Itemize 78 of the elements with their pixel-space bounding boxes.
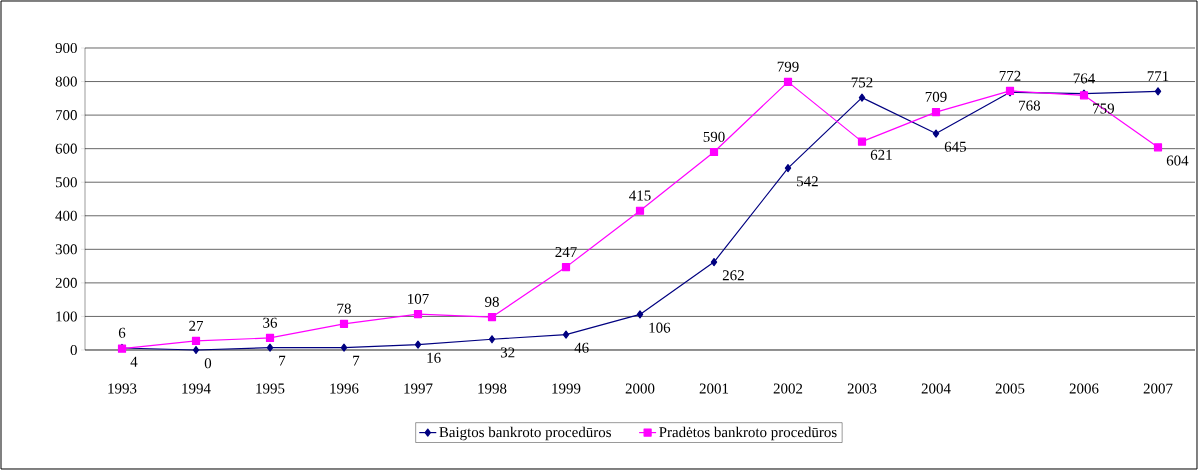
x-tick-label: 2004 (921, 383, 951, 394)
point (414, 340, 422, 349)
point (339, 319, 349, 328)
y-tick-label: 600 (55, 143, 77, 154)
data-label: 645 (944, 141, 967, 152)
data-label: 16 (427, 352, 441, 363)
point (858, 93, 866, 102)
point (191, 336, 201, 346)
x-tick-label: 2005 (995, 383, 1025, 394)
data-label: 46 (574, 342, 589, 353)
data-label: 98 (485, 296, 499, 307)
y-tick-label: 0 (70, 344, 77, 356)
x-tick-label: 2001 (699, 383, 729, 394)
legend-label: Baigtos bankroto procedūros (439, 426, 611, 441)
x-tick-label: 1993 (108, 383, 137, 394)
point (266, 343, 274, 352)
x-tick-label: 1996 (330, 383, 359, 394)
point (1153, 143, 1163, 152)
legend-label: Pradėtos bankroto procedūros (659, 426, 837, 441)
x-tick-label: 2000 (625, 383, 655, 394)
point (487, 313, 497, 322)
x-tick-label: 2002 (773, 383, 803, 394)
y-tick-label: 400 (55, 210, 77, 221)
data-label: 6 (118, 327, 126, 338)
data-label: 247 (555, 247, 577, 257)
point (709, 147, 719, 157)
data-label: 799 (777, 61, 799, 72)
data-label: 36 (263, 317, 278, 328)
y-tick-label: 500 (55, 177, 77, 188)
x-tick-label: 1994 (182, 383, 211, 394)
data-label: 709 (925, 91, 947, 102)
point (931, 107, 941, 117)
data-label: 27 (189, 320, 204, 331)
x-tick-label: 2003 (847, 383, 877, 394)
x-tick-label: 1999 (552, 383, 581, 394)
data-label: 7 (353, 355, 360, 366)
data-label: 621 (870, 149, 892, 160)
data-label: 590 (703, 131, 725, 142)
y-tick-label: 800 (55, 76, 77, 87)
point (340, 343, 348, 352)
point (784, 164, 792, 173)
x-tick-label: 2006 (1069, 383, 1099, 394)
y-tick-label: 700 (56, 110, 77, 121)
point (488, 335, 496, 344)
point (932, 129, 940, 138)
data-label: 7 (279, 355, 286, 366)
data-label: 4 (130, 356, 138, 367)
data-label: 772 (999, 70, 1021, 81)
x-tick-label: 2007 (1143, 383, 1173, 394)
data-label: 106 (649, 322, 671, 333)
x-tick-label: 1998 (478, 383, 507, 394)
data-label: 107 (408, 293, 429, 304)
point (413, 309, 423, 319)
data-label: 542 (797, 176, 818, 187)
x-tick-label: 1995 (256, 383, 285, 394)
x-tick-label: 1997 (404, 383, 433, 394)
data-label: 262 (722, 270, 744, 281)
data-label: 78 (337, 303, 351, 314)
point (710, 257, 718, 267)
data-label: 415 (629, 190, 651, 201)
point (783, 77, 793, 86)
point (857, 137, 867, 146)
point (562, 330, 570, 339)
point (1154, 87, 1162, 96)
data-label: 768 (1019, 100, 1041, 111)
point (265, 333, 275, 343)
y-tick-label: 100 (56, 311, 77, 322)
y-tick-label: 300 (55, 244, 77, 255)
point (635, 206, 645, 215)
data-label: 0 (204, 358, 212, 369)
data-label: 32 (500, 347, 515, 358)
data-label: 771 (1147, 71, 1169, 82)
y-tick-label: 200 (55, 277, 77, 288)
point (636, 310, 644, 319)
y-tick-label: 900 (55, 42, 77, 54)
point (192, 345, 200, 355)
data-label: 604 (1166, 155, 1189, 166)
point (561, 263, 571, 272)
